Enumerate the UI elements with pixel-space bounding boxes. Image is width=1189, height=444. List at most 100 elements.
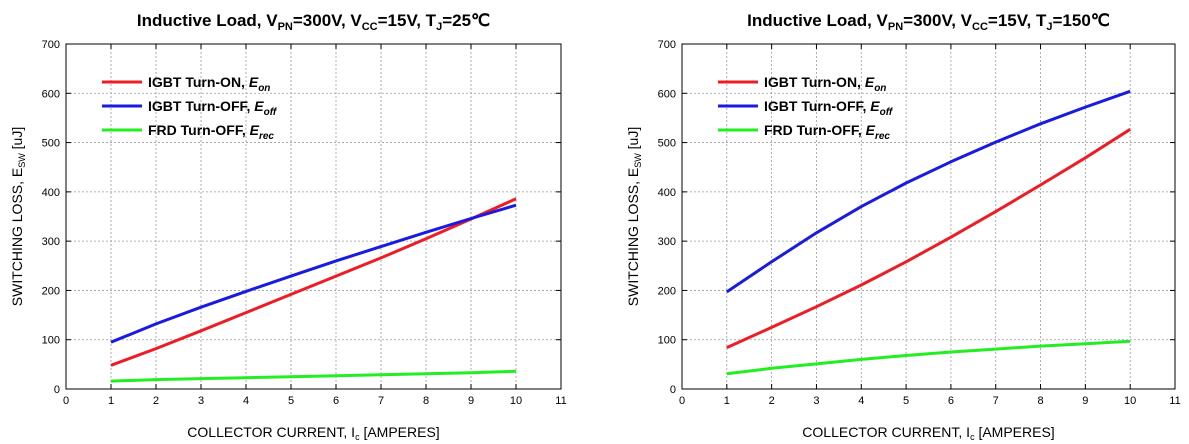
- title-subscript: PN: [278, 21, 293, 33]
- legend-label: IGBT Turn-OFF,: [148, 98, 254, 114]
- chart-panel-1: 0 1 2 3 4 5 6 7 8 9 10 11 0 100 200 300 400 500 600 700 Indu…: [9, 11, 567, 442]
- grid: [66, 44, 561, 389]
- series-line-off: [725, 89, 1131, 294]
- y-tick-label: 100: [42, 335, 60, 347]
- x-axis-label: COLLECTOR CURRENT, Ic [AMPERES]: [187, 424, 439, 442]
- x-tick-label: 3: [813, 395, 819, 407]
- series-line-rec: [110, 369, 517, 383]
- legend-label: IGBT Turn-OFF,: [764, 98, 870, 114]
- title-text: =300V, V: [903, 11, 973, 30]
- legend-label-subscript: rec: [259, 131, 274, 142]
- legend-label-subscript: off: [264, 107, 278, 118]
- plot-frame: [65, 43, 562, 390]
- y-tick-label: 300: [42, 236, 60, 248]
- title-subscript: J: [436, 21, 442, 33]
- title-text: Inductive Load, V: [747, 11, 888, 30]
- title-text: =15V, T: [988, 11, 1047, 30]
- y-tick-label: 200: [658, 285, 676, 297]
- y-axis-label-subscript: SW: [633, 153, 643, 168]
- legend-label: FRD Turn-OFF,: [148, 122, 250, 138]
- chart-title: Inductive Load, VPN=300V, VCC=15V, TJ=25…: [137, 11, 490, 33]
- x-tick-label: 6: [333, 395, 339, 407]
- legend-label-italic: E: [865, 74, 875, 90]
- legend-label-subscript: on: [874, 83, 886, 94]
- y-tick-label: 700: [42, 39, 60, 51]
- grid: [682, 44, 1175, 389]
- legend-label: IGBT Turn-ON,: [148, 74, 249, 90]
- x-tick-label: 8: [1037, 395, 1043, 407]
- x-tick-label: 4: [858, 395, 864, 407]
- x-axis-label-subscript: c: [970, 432, 975, 442]
- title-text: =150℃: [1052, 11, 1109, 30]
- x-axis-label-text: [AMPERES]: [975, 424, 1055, 440]
- legend-label-italic: E: [870, 98, 880, 114]
- legend: IGBT Turn-ON, Eon IGBT Turn-OFF, Eoff FRD …: [718, 74, 894, 142]
- plot-frame: [681, 43, 1176, 390]
- legend-label-subscript: rec: [875, 131, 890, 142]
- y-tick-label: 200: [42, 285, 60, 297]
- legend-label-italic: E: [249, 74, 259, 90]
- x-tick-label: 2: [769, 395, 775, 407]
- legend-entry-off: IGBT Turn-OFF, Eoff: [148, 98, 278, 118]
- x-tick-label: 9: [468, 395, 474, 407]
- title-text: =25℃: [442, 11, 490, 30]
- x-tick-label: 0: [63, 395, 69, 407]
- x-tick-label: 9: [1082, 395, 1088, 407]
- x-tick-label: 5: [288, 395, 294, 407]
- series-line-on: [110, 197, 517, 367]
- y-tick-label: 0: [54, 384, 60, 396]
- x-tick-label: 1: [108, 395, 114, 407]
- chart-panel-2: 0 1 2 3 4 5 6 7 8 9 10 11 0 100 200 300 400 500 600 700 Indu…: [625, 11, 1181, 442]
- legend-label-subscript: off: [880, 107, 894, 118]
- y-tick-label: 600: [42, 88, 60, 100]
- series-line-off: [110, 203, 517, 344]
- y-axis-label-text: SWITCHING LOSS, E: [9, 168, 25, 306]
- legend-label-italic: E: [250, 122, 260, 138]
- title-text: =15V, T: [378, 11, 437, 30]
- x-axis-label: COLLECTOR CURRENT, Ic [AMPERES]: [802, 424, 1054, 442]
- x-tick-label: 3: [198, 395, 204, 407]
- y-tick-label: 500: [42, 138, 60, 150]
- x-axis-label-text: [AMPERES]: [360, 424, 440, 440]
- legend-label: IGBT Turn-ON,: [764, 74, 865, 90]
- legend-entry-on: IGBT Turn-ON, Eon: [148, 74, 270, 94]
- legend-entry-off: IGBT Turn-OFF, Eoff: [764, 98, 894, 118]
- y-tick-label: 500: [658, 138, 676, 150]
- chart-title: Inductive Load, VPN=300V, VCC=15V, TJ=15…: [747, 11, 1110, 33]
- y-tick-label: 300: [658, 236, 676, 248]
- x-tick-label: 1: [724, 395, 730, 407]
- y-axis-label: SWITCHING LOSS, ESW [uJ]: [9, 127, 27, 306]
- legend-label-italic: E: [254, 98, 264, 114]
- legend: IGBT Turn-ON, Eon IGBT Turn-OFF, Eoff FRD …: [102, 74, 278, 142]
- x-axis-label-text: COLLECTOR CURRENT, I: [802, 424, 970, 440]
- x-tick-label: 7: [993, 395, 999, 407]
- y-axis-label: SWITCHING LOSS, ESW [uJ]: [625, 127, 643, 306]
- legend-entry-on: IGBT Turn-ON, Eon: [764, 74, 886, 94]
- y-tick-label: 0: [670, 384, 676, 396]
- x-tick-label: 7: [378, 395, 384, 407]
- x-tick-label: 10: [510, 395, 522, 407]
- x-tick-label: 10: [1124, 395, 1136, 407]
- y-tick-label: 400: [42, 187, 60, 199]
- title-subscript: CC: [972, 21, 988, 33]
- series-line-on: [726, 128, 1132, 349]
- x-tick-label: 0: [679, 395, 685, 407]
- x-tick-label: 11: [1169, 395, 1180, 407]
- x-tick-label: 6: [948, 395, 954, 407]
- title-subscript: PN: [888, 21, 903, 33]
- title-subscript: CC: [362, 21, 378, 33]
- y-tick-label: 400: [658, 187, 676, 199]
- legend-label-subscript: on: [258, 83, 270, 94]
- series-line-rec: [726, 339, 1131, 376]
- legend-entry-rec: FRD Turn-OFF, Erec: [764, 122, 890, 142]
- title-text: =300V, V: [293, 11, 363, 30]
- legend-entry-rec: FRD Turn-OFF, Erec: [148, 122, 274, 142]
- x-tick-label: 11: [555, 395, 566, 407]
- x-tick-label: 2: [153, 395, 159, 407]
- legend-label-italic: E: [866, 122, 876, 138]
- y-tick-label: 600: [658, 88, 676, 100]
- y-axis-label-subscript: SW: [17, 153, 27, 168]
- x-axis-label-text: COLLECTOR CURRENT, I: [187, 424, 355, 440]
- title-text: Inductive Load, V: [137, 11, 278, 30]
